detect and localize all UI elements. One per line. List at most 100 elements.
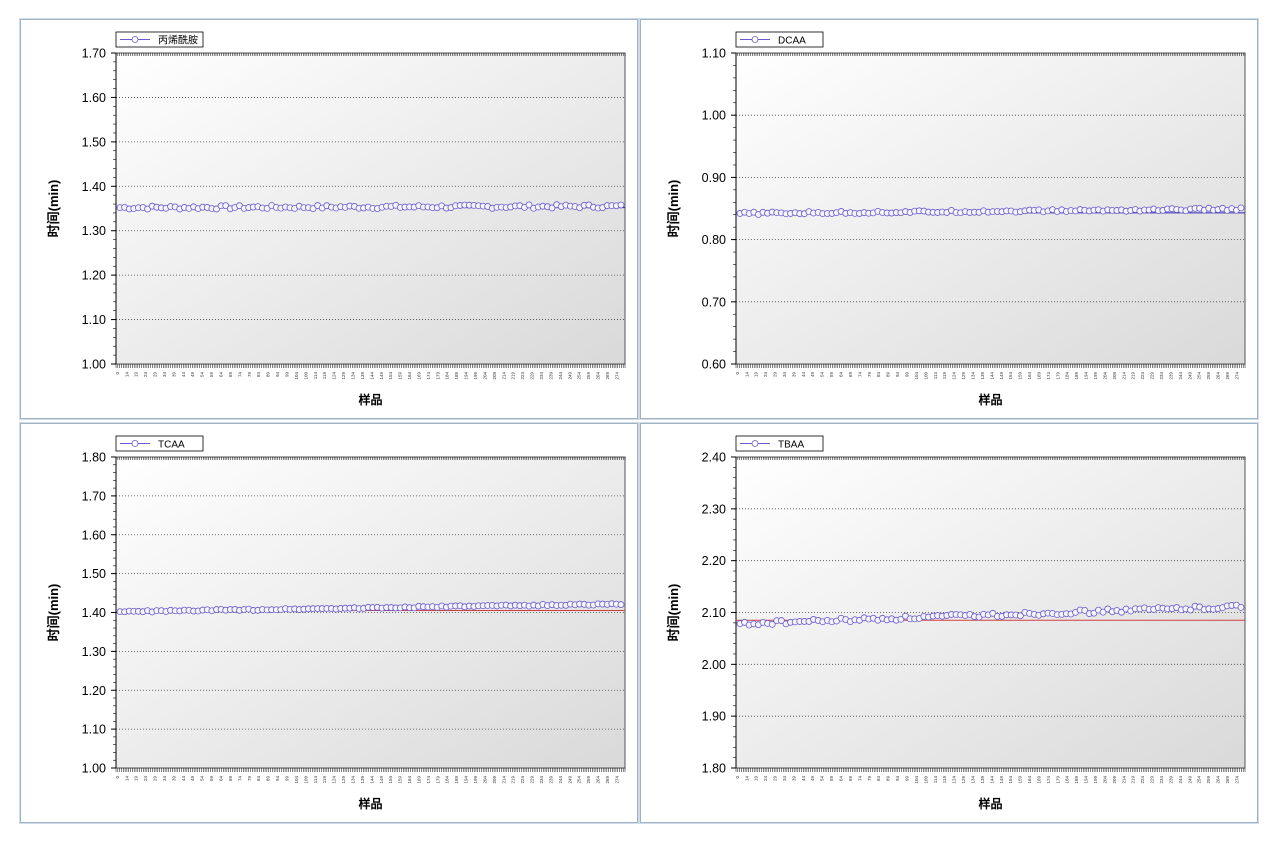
x-tick-label: 59 (209, 372, 214, 378)
y-tick-label: 1.20 (82, 684, 106, 698)
x-tick-label: 204 (1102, 372, 1107, 380)
x-tick-label: 59 (209, 776, 214, 782)
x-tick-label: 184 (1065, 372, 1070, 380)
x-tick-label: 69 (848, 372, 853, 378)
x-tick-label: 229 (530, 776, 535, 784)
x-tick-label: 109 (303, 372, 308, 380)
x-tick-label: 34 (162, 776, 167, 782)
x-tick-label: 179 (435, 372, 440, 380)
chart-tbaa: 1.80 1.90 2.00 2.10 2.20 2.30 2.40 0 14 19 24 29 34 3… (666, 435, 1246, 811)
chart-dcaa: 0.60 0.70 0.80 0.90 1.00 1.10 0 14 19 24 29 34 39 44 4… (666, 31, 1246, 407)
y-tick-label: 1.20 (82, 269, 106, 283)
legend-label: DCAA (778, 36, 806, 47)
x-tick-label: 99 (284, 776, 289, 782)
x-tick-label: 109 (303, 776, 308, 784)
x-tick-label: 44 (801, 372, 806, 378)
x-tick-label: 244 (1178, 372, 1183, 380)
x-tick-label: 159 (1018, 776, 1023, 784)
x-tick-label: 174 (426, 776, 431, 784)
x-tick-label: 239 (1168, 372, 1173, 380)
x-tick-label: 0 (735, 372, 740, 375)
x-tick-label: 164 (1027, 776, 1032, 784)
x-tick-label: 14 (124, 776, 129, 782)
legend-label: TCAA (158, 440, 185, 451)
y-tick-label: 1.80 (702, 762, 726, 776)
y-tick-label: 0.90 (702, 171, 726, 185)
x-tick-label: 259 (586, 776, 591, 784)
y-axis-title: 时间(min) (666, 180, 681, 238)
x-tick-label: 89 (266, 776, 271, 782)
x-tick-label: 169 (1036, 776, 1041, 784)
x-tick-label: 64 (219, 372, 224, 378)
x-tick-label: 54 (820, 776, 825, 782)
x-tick-label: 179 (1055, 776, 1060, 784)
x-tick-label: 264 (1216, 776, 1221, 784)
x-tick-label: 74 (857, 776, 862, 782)
x-tick-label: 59 (829, 776, 834, 782)
x-tick-label: 199 (1093, 372, 1098, 380)
x-tick-label: 34 (782, 776, 787, 782)
x-tick-label: 99 (284, 372, 289, 378)
x-tick-label: 124 (332, 776, 337, 784)
x-tick-label: 204 (1102, 776, 1107, 784)
x-tick-label: 144 (369, 776, 374, 784)
x-tick-label: 159 (398, 372, 403, 380)
legend-marker (751, 36, 759, 43)
data-point (1187, 606, 1194, 614)
legend-marker (131, 440, 139, 447)
x-tick-label: 219 (1131, 372, 1136, 380)
x-tick-label: 79 (867, 776, 872, 782)
x-tick-label: 34 (782, 372, 787, 378)
x-tick-label: 229 (1150, 776, 1155, 784)
x-tick-label: 179 (1055, 372, 1060, 380)
x-tick-label: 69 (848, 776, 853, 782)
x-tick-label: 99 (904, 776, 909, 782)
x-tick-label: 234 (1159, 372, 1164, 380)
x-tick-label: 34 (162, 372, 167, 378)
x-tick-label: 94 (895, 776, 900, 782)
x-tick-label: 264 (596, 372, 601, 380)
y-tick-label: 1.40 (82, 180, 106, 194)
chart-tcaa: 1.00 1.10 1.20 1.30 1.40 1.50 1.60 1.70 1.80 0 14 1… (46, 435, 626, 811)
y-tick-label: 1.70 (82, 489, 106, 503)
x-tick-label: 184 (1065, 776, 1070, 784)
x-tick-label: 134 (970, 776, 975, 784)
x-tick-label: 149 (999, 776, 1004, 784)
x-tick-label: 144 (989, 372, 994, 380)
x-tick-label: 219 (511, 372, 516, 380)
x-tick-label: 239 (1168, 776, 1173, 784)
x-tick-label: 79 (247, 776, 252, 782)
x-tick-label: 274 (614, 372, 619, 380)
x-axis-title: 样品 (978, 796, 1002, 811)
legend-label: TBAA (778, 440, 804, 451)
x-axis-title: 样品 (358, 392, 382, 407)
x-tick-label: 239 (548, 372, 553, 380)
x-tick-label: 44 (801, 776, 806, 782)
x-tick-label: 24 (143, 372, 148, 378)
x-tick-label: 209 (1112, 372, 1117, 380)
x-tick-label: 79 (247, 372, 252, 378)
y-axis-title: 时间(min) (46, 584, 61, 642)
x-tick-label: 139 (360, 776, 365, 784)
x-tick-label: 69 (228, 372, 233, 378)
x-tick-label: 164 (407, 776, 412, 784)
x-tick-label: 204 (482, 776, 487, 784)
x-tick-label: 169 (416, 372, 421, 380)
y-tick-label: 0.70 (702, 295, 726, 309)
data-point (1081, 606, 1089, 614)
x-tick-label: 274 (614, 776, 619, 784)
x-tick-label: 44 (181, 776, 186, 782)
x-tick-label: 174 (1046, 776, 1051, 784)
x-tick-label: 244 (1178, 776, 1183, 784)
x-tick-label: 119 (942, 776, 947, 784)
data-point (897, 615, 905, 623)
y-tick-label: 1.70 (82, 47, 106, 61)
x-tick-label: 64 (219, 776, 224, 782)
x-tick-label: 84 (256, 372, 261, 378)
x-tick-label: 259 (586, 372, 591, 380)
x-tick-label: 49 (190, 372, 195, 378)
y-tick-label: 2.30 (702, 502, 726, 516)
x-tick-label: 39 (171, 372, 176, 378)
x-tick-label: 104 (914, 372, 919, 380)
x-tick-label: 144 (989, 776, 994, 784)
